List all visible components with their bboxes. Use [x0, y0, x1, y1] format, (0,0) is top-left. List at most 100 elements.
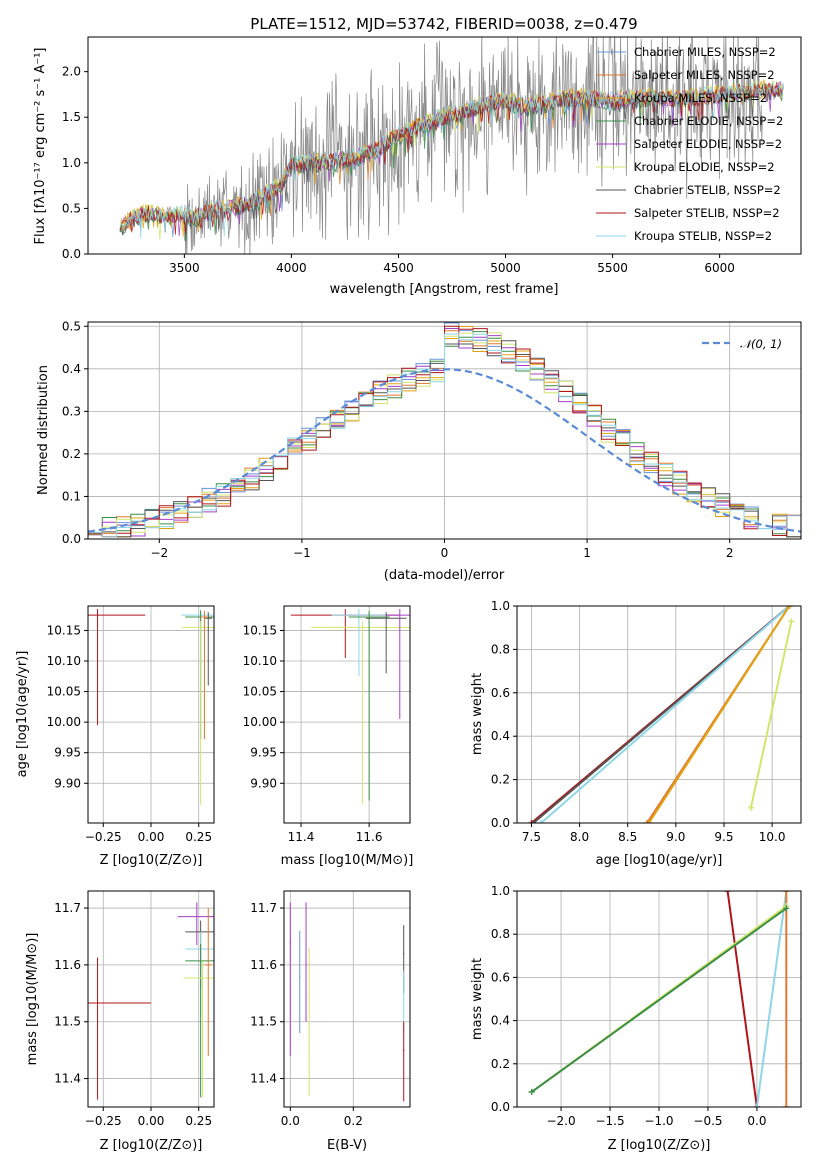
spectrum-ytick-label-4: 2.0 [62, 65, 81, 79]
mass-vs-Z-ytick-label-3: 11.7 [54, 901, 81, 915]
spectrum-axes-frame [87, 36, 802, 255]
spectrum-xlabel: wavelength [Angstrom, rest frame] [330, 282, 559, 297]
weight-vs-Z-series-0 [726, 891, 758, 1107]
mass-vs-extinction-panel: 0.0 0.2 11.4 11.5 11.6 11.7 E(B-V) [250, 890, 411, 1153]
spectrum-model-kroupa_stelib [119, 81, 784, 239]
weight-vs-metallicity-xlabel: Z [log10(Z/Z⊙)] [608, 1138, 711, 1153]
weight-vs-age-series-4-point-1 [786, 606, 793, 609]
mass-vs-Z-ytick-label-2: 11.6 [54, 958, 81, 972]
weight-vs-age-xtick-label-5: 10.0 [759, 830, 786, 844]
age-vs-Z-ytick-label-4: 10.10 [47, 654, 81, 668]
mass-vs-Z-ytick-label-1: 11.5 [54, 1015, 81, 1029]
residuals-xtick-label-1: −1 [293, 546, 311, 560]
residuals-ytick-label-4: 0.4 [62, 362, 81, 376]
age-vs-Z-xtick-label-0: −0.25 [85, 830, 122, 844]
residuals-ytick-label-2: 0.2 [62, 447, 81, 461]
residuals-xlabel: (data-model)/error [384, 568, 505, 583]
weight-vs-age-series-2-point-0 [538, 820, 545, 823]
residuals-ytick-label-3: 0.3 [62, 404, 81, 418]
spectrum-xtick-label-4: 5500 [597, 261, 628, 275]
weight-vs-age-series-5-point-0 [747, 804, 754, 811]
spectrum-legend-label-2: Kroupa MILES, NSSP=2 [634, 91, 767, 105]
spectrum-legend: Chabrier MILES, NSSP=2 Salpeter MILES, NS… [596, 45, 783, 243]
residuals-xtick-label-3: 1 [583, 546, 591, 560]
weight-vs-Z-xtick-label-4: 0.0 [747, 1114, 766, 1128]
spectrum-legend-label-8: Kroupa STELIB, NSSP=2 [634, 229, 772, 243]
residual-histogram-kroupa_stelib [88, 333, 801, 538]
weight-vs-Z-xtick-label-2: −1.0 [644, 1114, 673, 1128]
age-vs-Z-ytick-label-3: 10.05 [47, 685, 81, 699]
mass-vs-EBV-ytick-label-1: 11.5 [250, 1015, 277, 1029]
weight-vs-age-series-4-point-0 [645, 820, 652, 823]
weight-vs-age-xtick-label-0: 7.5 [522, 830, 541, 844]
weight-vs-age-ytick-label-3: 0.6 [491, 686, 510, 700]
residual-histogram-chabrier_miles [88, 322, 801, 537]
weight-vs-Z-ytick-label-2: 0.4 [491, 1014, 510, 1028]
weight-vs-Z-series-4-point-1 [783, 905, 790, 912]
age-vs-mass-ytick-label-3: 10.05 [243, 685, 277, 699]
age-vs-metallicity-xlabel: Z [log10(Z/Z⊙)] [100, 853, 203, 868]
residuals-panel: −2 −1 0 1 2 0.0 0.1 0.2 0.3 0.4 0.5 (data-model)/e… [36, 319, 802, 583]
age-vs-mass-panel: 11.4 11.6 9.90 9.95 10.00 10.05 10.10 10.15 mas… [243, 605, 413, 868]
spectrum-ytick-label-1: 0.5 [62, 201, 81, 215]
weight-vs-age-ytick-label-2: 0.4 [491, 729, 510, 743]
weight-vs-Z-series-2-point-0 [783, 1104, 790, 1107]
weight-vs-age-xtick-label-3: 9.0 [666, 830, 685, 844]
age-vs-mass-ytick-label-5: 10.15 [243, 623, 277, 637]
age-vs-mass-axes-frame [283, 605, 411, 824]
weight-vs-Z-xtick-label-1: −1.5 [595, 1114, 624, 1128]
weight-vs-Z-series-4 [531, 907, 787, 1093]
weight-vs-age-series-2 [540, 606, 791, 823]
residuals-ytick-label-1: 0.1 [62, 489, 81, 503]
spectrum-model-chabrier_elodie [119, 83, 784, 241]
spectrum-xtick-label-3: 5000 [490, 261, 521, 275]
weight-vs-age-ytick-label-1: 0.2 [491, 773, 510, 787]
mass-vs-metallicity-panel: −0.25 0.00 0.25 11.4 11.5 11.6 11.7 Z [log10(Z… [25, 890, 215, 1153]
residuals-xtick-label-4: 2 [726, 546, 734, 560]
mass-vs-EBV-xtick-label-1: 0.2 [344, 1114, 363, 1128]
residuals-xtick-label-0: −2 [150, 546, 168, 560]
weight-vs-age-ytick-label-0: 0.0 [491, 816, 510, 830]
weight-vs-Z-series-1-point-0 [753, 1104, 760, 1107]
age-vs-mass-ytick-label-1: 9.95 [250, 746, 277, 760]
weight-vs-Z-ytick-label-1: 0.2 [491, 1057, 510, 1071]
weight-vs-Z-xtick-label-3: −0.5 [693, 1114, 722, 1128]
spectrum-xtick-label-2: 4500 [383, 261, 414, 275]
weight-vs-age-series-4 [648, 606, 791, 823]
residuals-legend-label: 𝒩(0, 1) [740, 337, 782, 351]
age-vs-Z-xtick-label-2: 0.25 [185, 830, 212, 844]
mass-vs-EBV-ytick-label-2: 11.6 [250, 958, 277, 972]
spectrum-panel: PLATE=1512, MJD=53742, FIBERID=0038, z=0… [33, 15, 802, 297]
spectrum-ylabel: Flux [fλ10⁻¹⁷ erg cm⁻² s⁻¹ A⁻¹] [33, 48, 48, 245]
spectrum-xtick-label-5: 6000 [704, 261, 735, 275]
weight-vs-age-series-0-point-0 [528, 820, 535, 823]
mass-vs-EBV-ytick-label-0: 11.4 [250, 1072, 277, 1086]
spectrum-legend-label-7: Salpeter STELIB, NSSP=2 [634, 206, 780, 220]
weight-vs-age-series-5-point-1 [788, 618, 795, 625]
spectrum-ytick-label-0: 0.0 [62, 247, 81, 261]
normal-distribution-curve [88, 368, 801, 533]
spectrum-xtick-label-1: 4000 [276, 261, 307, 275]
mass-vs-metallicity-xlabel: Z [log10(Z/Z⊙)] [100, 1138, 203, 1153]
residuals-legend: 𝒩(0, 1) [702, 337, 782, 351]
weight-vs-age-series-1-point-0 [530, 820, 537, 823]
age-vs-mass-ytick-label-0: 9.90 [250, 776, 277, 790]
spectrum-legend-label-6: Chabrier STELIB, NSSP=2 [634, 183, 781, 197]
weight-vs-Z-xtick-label-0: −2.0 [546, 1114, 575, 1128]
age-vs-Z-ytick-label-0: 9.90 [54, 776, 81, 790]
spectrum-legend-label-0: Chabrier MILES, NSSP=2 [634, 45, 776, 59]
spectrum-ytick-label-2: 1.0 [62, 156, 81, 170]
mass-vs-EBV-xtick-label-0: 0.0 [281, 1114, 300, 1128]
weight-vs-Z-series-2-point-1 [783, 891, 790, 894]
mass-vs-Z-xtick-label-1: 0.00 [138, 1114, 165, 1128]
mass-vs-extinction-axes-frame [283, 890, 411, 1108]
weight-vs-Z-ytick-label-5: 1.0 [491, 884, 510, 898]
weight-vs-Z-series-0-point-0 [724, 891, 731, 894]
age-vs-metallicity-panel: −0.25 0.00 0.25 9.90 9.95 10.00 10.05 10.10 10.1… [15, 605, 215, 868]
weight-vs-Z-series-4-point-0 [528, 1088, 535, 1095]
age-vs-metallicity-ylabel: age [log10(age/yr)] [15, 651, 30, 778]
spectrum-legend-label-1: Salpeter MILES, NSSP=2 [634, 68, 775, 82]
weight-vs-Z-ytick-label-4: 0.8 [491, 927, 510, 941]
weight-vs-Z-ytick-label-0: 0.0 [491, 1100, 510, 1114]
